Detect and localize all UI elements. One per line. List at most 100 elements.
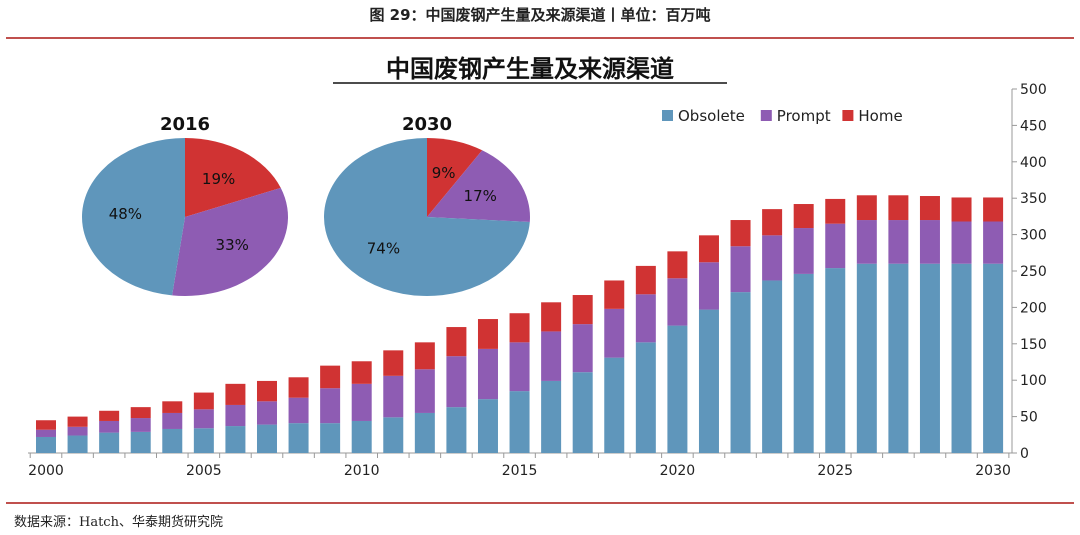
bar-prompt-2011 <box>383 375 404 418</box>
bar-prompt-2003 <box>130 418 151 432</box>
bar-prompt-2027 <box>888 220 909 264</box>
bar-prompt-2017 <box>572 324 593 373</box>
bar-home-2014 <box>477 319 498 349</box>
bar-home-2023 <box>762 209 783 236</box>
bottom-rule <box>6 502 1074 504</box>
bar-obsolete-2013 <box>446 407 467 453</box>
pie-label-2030-obsolete: 74% <box>367 239 400 257</box>
y-tick-label: 150 <box>1020 337 1047 353</box>
bar-home-2009 <box>320 365 341 389</box>
y-tick-label: 450 <box>1020 118 1047 134</box>
y-tick-label: 0 <box>1020 446 1029 462</box>
bar-prompt-2024 <box>793 228 814 274</box>
legend-label-home: Home <box>858 107 902 125</box>
bar-home-2010 <box>351 361 372 384</box>
bar-obsolete-2020 <box>667 325 688 453</box>
bar-prompt-2026 <box>856 220 877 264</box>
bar-obsolete-2010 <box>351 420 372 453</box>
bar-obsolete-2018 <box>604 357 625 453</box>
pie-slice-2030-obsolete <box>324 138 530 296</box>
bar-prompt-2021 <box>698 262 719 310</box>
bar-prompt-2013 <box>446 356 467 408</box>
legend-label-prompt: Prompt <box>777 107 831 125</box>
source-note: 数据来源：Hatch、华泰期货研究院 <box>14 515 223 530</box>
bar-home-2007 <box>256 380 277 402</box>
bar-prompt-2002 <box>99 420 120 433</box>
bar-obsolete-2007 <box>256 424 277 453</box>
y-tick-label: 350 <box>1020 191 1047 207</box>
x-tick-label: 2005 <box>186 463 222 479</box>
bar-home-2013 <box>446 327 467 357</box>
pie-slice-2030-home <box>427 138 483 217</box>
bar-obsolete-2009 <box>320 423 341 453</box>
bar-prompt-2028 <box>919 220 940 264</box>
bar-home-2000 <box>36 420 56 430</box>
y-tick-label: 50 <box>1020 410 1038 426</box>
bar-prompt-2007 <box>256 401 277 425</box>
bar-home-2021 <box>698 235 719 263</box>
bar-home-2011 <box>383 350 404 376</box>
x-tick-label: 2010 <box>344 463 380 479</box>
bar-obsolete-2014 <box>477 399 498 453</box>
bar-prompt-2008 <box>288 397 309 424</box>
y-tick-label: 200 <box>1020 300 1047 316</box>
bar-prompt-2000 <box>36 429 56 437</box>
x-tick-label: 2000 <box>28 463 64 479</box>
bar-home-2016 <box>541 302 562 332</box>
bar-obsolete-2016 <box>541 380 562 453</box>
bar-home-2025 <box>825 198 846 224</box>
bar-obsolete-2027 <box>888 263 909 453</box>
bar-obsolete-2011 <box>383 417 404 453</box>
legend-swatch-home <box>842 110 854 121</box>
bar-home-2020 <box>667 251 688 279</box>
bar-obsolete-2015 <box>509 391 530 453</box>
bar-home-2026 <box>856 195 877 221</box>
bar-obsolete-2024 <box>793 273 814 453</box>
pie-label-2016-obsolete: 48% <box>109 205 142 223</box>
legend-swatch-prompt <box>760 110 772 121</box>
x-tick-label: 2030 <box>975 463 1011 479</box>
pie-slice-2030-prompt <box>427 150 530 222</box>
y-tick-label: 250 <box>1020 264 1047 280</box>
bar-prompt-2004 <box>162 412 183 429</box>
bar-prompt-2001 <box>67 426 88 436</box>
bar-obsolete-2003 <box>130 431 151 453</box>
bar-prompt-2018 <box>604 308 625 358</box>
pie-label-2016-prompt: 33% <box>216 236 249 254</box>
bar-obsolete-2017 <box>572 372 593 453</box>
bar-obsolete-2025 <box>825 268 846 453</box>
bar-prompt-2020 <box>667 278 688 326</box>
bar-obsolete-2019 <box>635 342 656 453</box>
pie-slice-2016-home <box>185 138 281 217</box>
bar-prompt-2029 <box>951 221 972 264</box>
bar-home-2027 <box>888 195 909 221</box>
pie-slice-2016-prompt <box>172 187 288 296</box>
chart-title: 中国废钢产生量及来源渠道 <box>386 55 674 83</box>
bar-home-2012 <box>414 342 435 370</box>
bar-home-2006 <box>225 383 246 405</box>
bar-obsolete-2001 <box>67 435 88 453</box>
y-tick-label: 400 <box>1020 155 1047 171</box>
bar-home-2008 <box>288 377 309 398</box>
top-rule <box>6 37 1074 39</box>
legend-label-obsolete: Obsolete <box>678 107 745 125</box>
bar-prompt-2010 <box>351 383 372 421</box>
pie-label-2030-home: 9% <box>432 164 456 182</box>
bar-home-2001 <box>67 416 88 427</box>
pie-slice-2016-obsolete <box>81 138 185 296</box>
bar-home-2003 <box>130 407 151 419</box>
x-tick-label: 2015 <box>502 463 538 479</box>
bar-prompt-2030 <box>983 221 1004 264</box>
bar-home-2022 <box>730 220 751 247</box>
bar-prompt-2015 <box>509 342 530 392</box>
bar-obsolete-2022 <box>730 292 751 453</box>
bar-prompt-2006 <box>225 404 246 427</box>
bar-home-2015 <box>509 313 530 343</box>
bar-obsolete-2005 <box>193 428 214 453</box>
bar-obsolete-2023 <box>762 280 783 453</box>
bar-prompt-2016 <box>541 331 562 381</box>
pie-title-2030: 2030 <box>402 114 452 135</box>
bar-home-2004 <box>162 401 183 413</box>
bar-obsolete-2021 <box>698 309 719 453</box>
bar-obsolete-2030 <box>983 263 1004 453</box>
